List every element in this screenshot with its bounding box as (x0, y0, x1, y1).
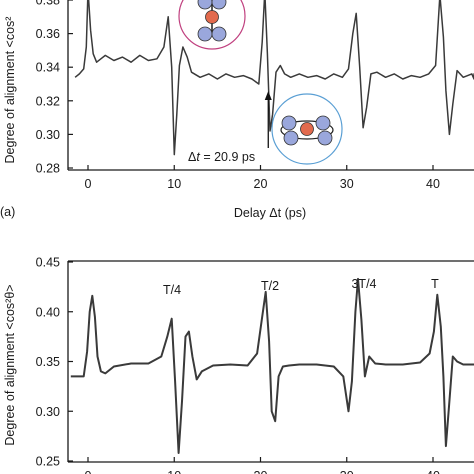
ligand-atom (211, 26, 227, 42)
central-atom (205, 10, 219, 24)
ligand-atom (315, 115, 331, 131)
panel-a-y-label: Degree of alignment <cos² (3, 17, 17, 164)
x-tick-label: 0 (85, 177, 92, 191)
panel-b-series-line (70, 277, 474, 454)
central-atom (300, 122, 314, 136)
molecule-bond (280, 120, 334, 140)
ligand-atom (283, 130, 299, 146)
x-tick-label: 10 (167, 177, 181, 191)
y-tick-label: 0.45 (36, 256, 60, 270)
y-tick-label: 0.40 (36, 305, 60, 319)
delta-symbol: Δ (188, 150, 196, 164)
ligand-atom (317, 130, 333, 146)
delta-t-annotation: Δt = 20.9 ps (188, 150, 255, 164)
panel-a-x-ticks: 0 10 20 30 40 (85, 165, 440, 191)
y-tick-label: 0.35 (36, 355, 60, 369)
y-tick-label: 0.36 (36, 27, 60, 41)
ligand-atom (197, 0, 213, 10)
y-tick-label: 0.30 (36, 128, 60, 142)
x-tick-label: 40 (426, 469, 440, 474)
panel-b-y-ticks: 0.25 0.30 0.35 0.40 0.45 (36, 256, 73, 469)
molecule-inset-flat (271, 93, 343, 165)
panel-b-x-ticks: 0 10 20 30 40 (85, 457, 440, 474)
panel-label-a: (a) (0, 205, 15, 219)
inset-circle-blue (271, 93, 343, 165)
x-tick-label: 20 (254, 469, 268, 474)
panel-a-series-line (74, 0, 474, 156)
x-tick-label: 0 (85, 469, 92, 474)
label-t-quarter: T/4 (163, 283, 181, 297)
annotation-value: = 20.9 ps (200, 150, 255, 164)
panel-a-y-ticks: 0.28 0.30 0.32 0.34 0.36 0.38 (36, 0, 73, 176)
y-tick-label: 0.38 (36, 0, 60, 8)
x-tick-label: 10 (167, 469, 181, 474)
molecule-inset-upright (178, 0, 246, 50)
ligand-atom (211, 0, 227, 10)
x-tick-label: 30 (340, 177, 354, 191)
label-t-half: T/2 (261, 279, 279, 293)
y-tick-label: 0.25 (36, 455, 60, 469)
y-tick-label: 0.34 (36, 61, 60, 75)
panel-b-y-label: Degree of alignment <cos²θ> (3, 284, 17, 445)
annotation-arrowhead (264, 91, 272, 100)
x-tick-label: 30 (340, 469, 354, 474)
annotation-var: t (196, 150, 200, 164)
panel-b: 0.25 0.30 0.35 0.40 0.45 0 10 20 30 40 T/4 T/2 3… (3, 256, 474, 474)
ligand-atom (197, 26, 213, 42)
y-tick-label: 0.32 (36, 94, 60, 108)
x-tick-label: 40 (426, 177, 440, 191)
panel-a-x-label: Delay Δt (ps) (234, 206, 306, 220)
inset-circle-pink (178, 0, 246, 50)
label-t-three-quarter: 3T/4 (351, 277, 376, 291)
panel-a: 0.28 0.30 0.32 0.34 0.36 0.38 0 10 20 30 40 Δt = … (0, 0, 474, 220)
x-tick-label: 20 (254, 177, 268, 191)
label-t-full: T (431, 277, 439, 291)
ligand-atom (281, 115, 297, 131)
y-tick-label: 0.28 (36, 162, 60, 176)
panel-a-axes (67, 0, 474, 171)
y-tick-label: 0.30 (36, 405, 60, 419)
